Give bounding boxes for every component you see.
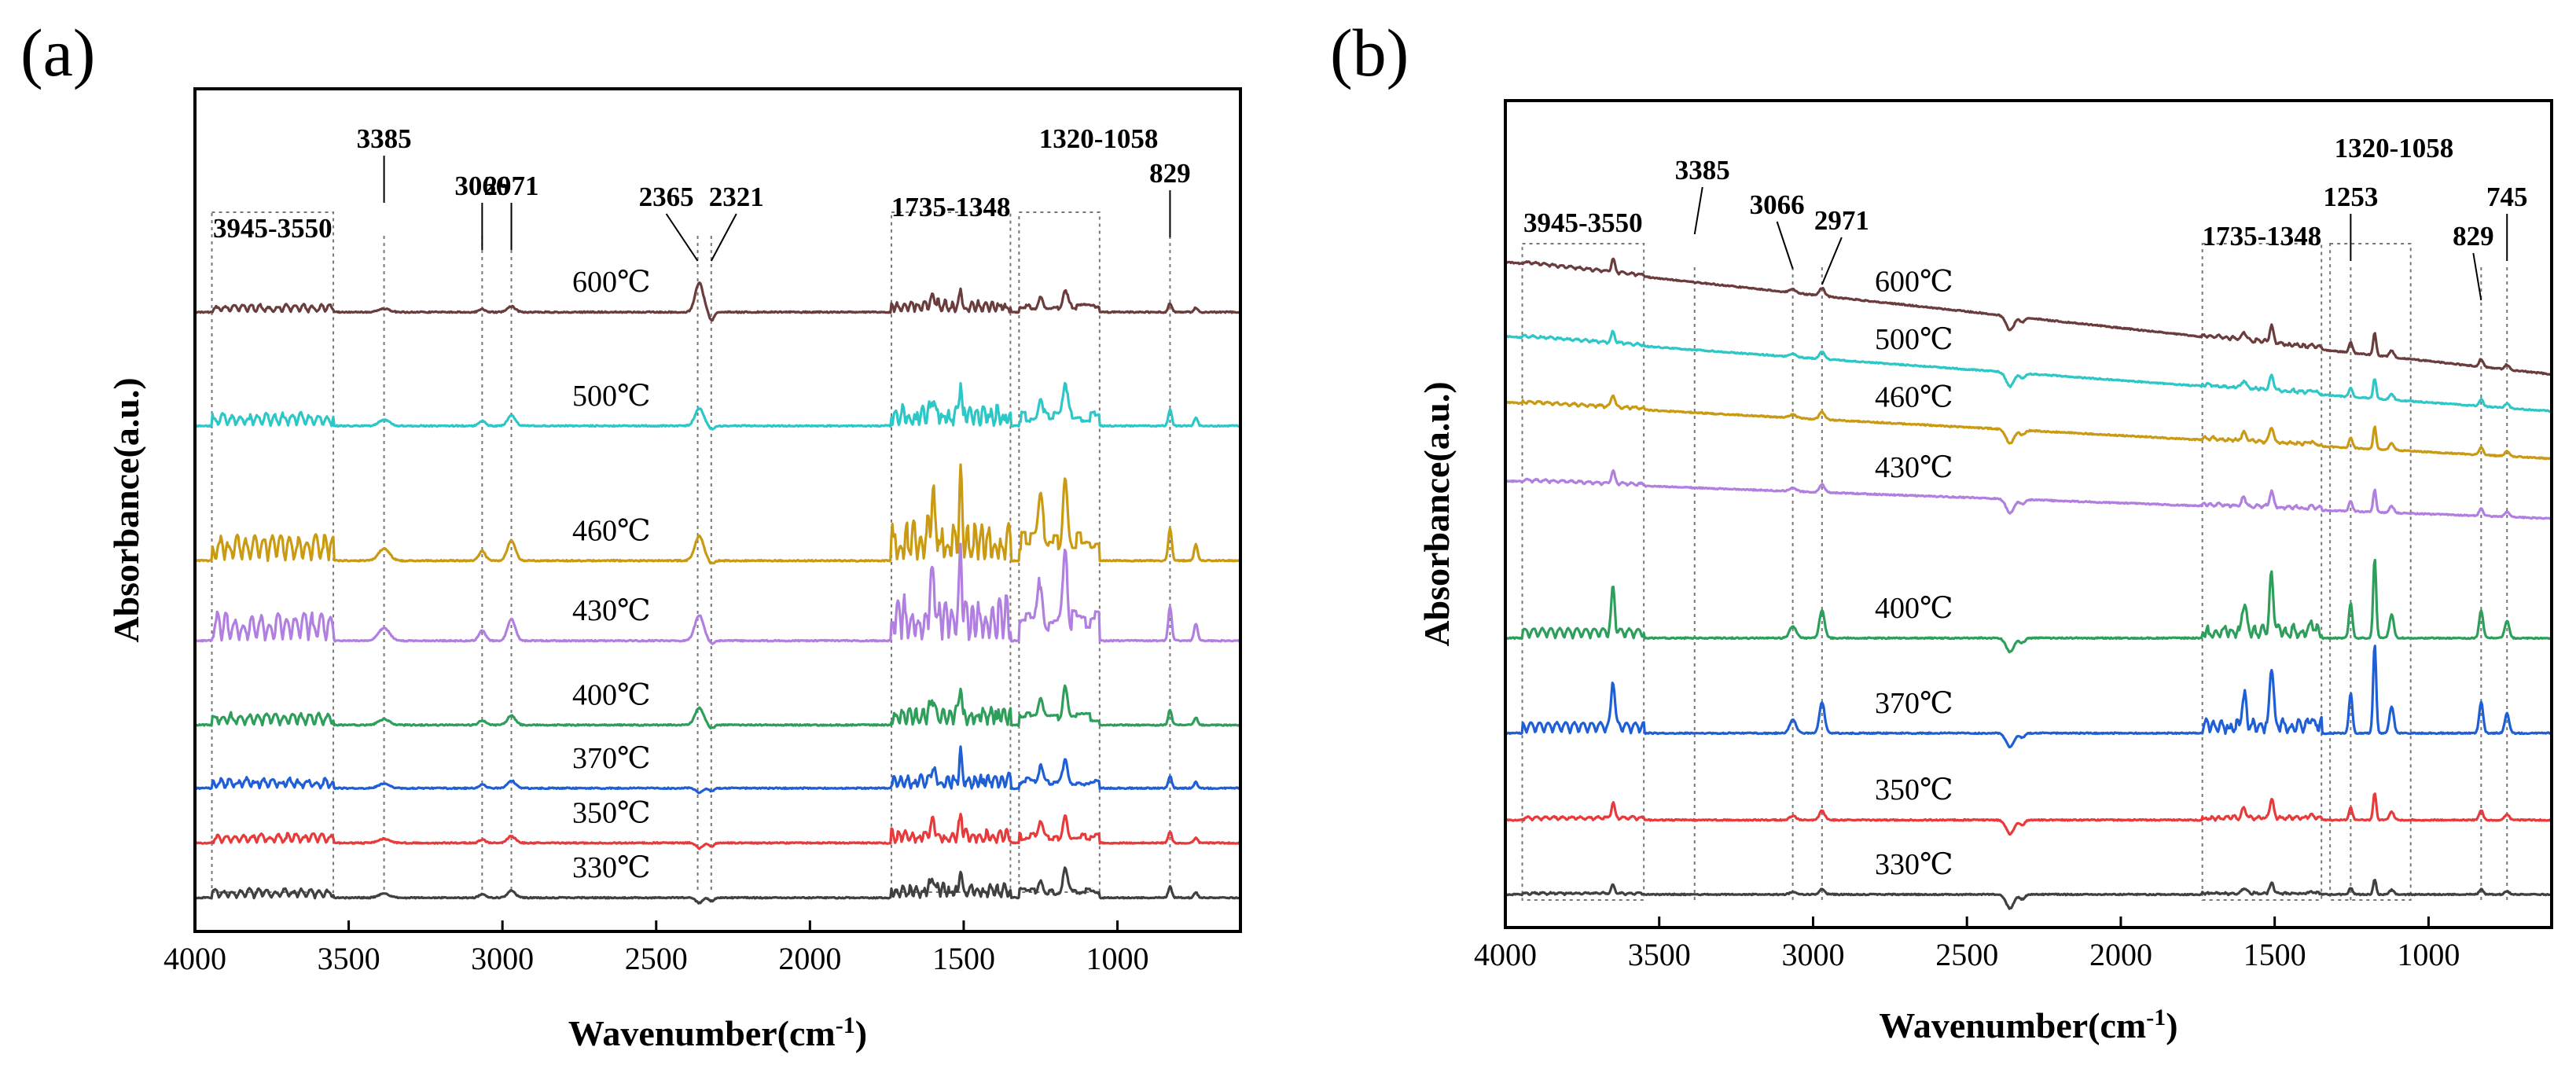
series-label: 370℃	[1875, 687, 1953, 720]
annotation-band	[2329, 243, 2412, 901]
annotation-band	[2201, 243, 2323, 901]
series-line-350℃	[1505, 792, 2552, 836]
series-line-330℃	[194, 866, 1241, 905]
x-axis-title-close: )	[855, 1013, 867, 1053]
series-line-330℃	[1505, 878, 2552, 910]
annotation-arrow	[2472, 252, 2482, 301]
panel-b-chart: (b) 330℃ 350℃ 370℃ 400℃ 430℃ 460℃ 500℃ 600℃ 3945-…	[1330, 15, 2553, 1046]
annotation-label: 1320-1058	[1039, 123, 1159, 154]
x-axis-title: Wavenumber(cm-1)	[568, 1012, 867, 1054]
series-label: 600℃	[1875, 265, 1953, 298]
series-label: 370℃	[572, 742, 651, 775]
panel-a-chart: (a) 330℃ 350℃ 370℃ 400℃ 430℃ 460℃ 500℃ 600℃ 3945-…	[20, 15, 1242, 1054]
y-axis-title: Absorbance(a.u.)	[106, 377, 146, 642]
series-line-600℃	[194, 281, 1241, 322]
x-tick-label: 4000	[1474, 937, 1537, 972]
series-label: 430℃	[1875, 451, 1953, 484]
x-tick-label: 2000	[778, 941, 841, 976]
x-tick-label: 1500	[932, 941, 995, 976]
plot-frame	[1504, 99, 2553, 929]
series-line-430℃	[194, 542, 1241, 645]
panel-label: (b)	[1330, 15, 1409, 90]
series-line-460℃	[1504, 394, 2552, 461]
annotation-arrow	[665, 213, 699, 262]
annotation-label: 745	[2486, 182, 2528, 212]
series-label: 430℃	[572, 594, 651, 627]
x-tick-label: 3000	[471, 941, 534, 976]
series-line-430℃	[1505, 468, 2552, 520]
series-line-500℃	[193, 381, 1241, 431]
annotation-label: 3066	[454, 171, 509, 201]
x-tick-label: 3500	[1628, 937, 1691, 972]
x-tick-label: 2500	[1935, 937, 1998, 972]
x-axis-title-base: Wavenumber(cm	[1879, 1005, 2146, 1045]
x-tick-label: 2500	[625, 941, 688, 976]
series-line-600℃	[1505, 257, 2552, 377]
series-label: 600℃	[572, 266, 651, 299]
series-label: 400℃	[572, 678, 651, 711]
series-label: 500℃	[572, 380, 651, 413]
series-line-400℃	[1505, 558, 2552, 654]
annotation-label: 2365	[639, 182, 694, 212]
annotation-band	[211, 211, 335, 893]
x-tick-label: 3500	[318, 941, 380, 976]
series-label: 400℃	[1875, 592, 1953, 625]
series-line-400℃	[194, 684, 1241, 730]
x-axis-title-base: Wavenumber(cm	[568, 1013, 836, 1053]
annotation-label: 1320-1058	[2335, 133, 2454, 163]
annotation-band	[1018, 211, 1101, 893]
x-axis-title-close: )	[2166, 1005, 2177, 1045]
annotation-arrow	[1693, 186, 1703, 235]
x-tick-label: 1000	[1086, 941, 1149, 976]
plot-frame	[193, 87, 1242, 933]
annotation-label: 1735-1348	[2203, 221, 2322, 252]
x-tick-label: 1000	[2397, 937, 2460, 972]
series-line-500℃	[1504, 329, 2552, 413]
x-tick-label: 4000	[164, 941, 226, 976]
series-label: 460℃	[1875, 381, 1953, 414]
annotation-label: 3945-3550	[213, 213, 333, 244]
series-label: 460℃	[572, 514, 651, 547]
series-label: 350℃	[572, 796, 651, 829]
annotation-label: 3066	[1750, 189, 1805, 220]
x-axis-title-superscript: -1	[2146, 1005, 2166, 1030]
panel-label: (a)	[20, 15, 95, 90]
annotation-label: 2321	[709, 182, 764, 212]
y-axis-title: Absorbance(a.u.)	[1417, 381, 1457, 646]
annotation-label: 1253	[2323, 182, 2378, 212]
series-line-370℃	[194, 745, 1241, 795]
annotation-label: 3385	[1675, 155, 1730, 186]
x-tick-label: 3000	[1781, 937, 1844, 972]
x-axis-title-superscript: -1	[836, 1012, 855, 1038]
annotation-label: 2971	[1814, 205, 1869, 236]
x-axis-title: Wavenumber(cm-1)	[1879, 1005, 2177, 1046]
annotation-label: 3945-3550	[1523, 208, 1643, 238]
x-tick-label: 1500	[2243, 937, 2306, 972]
annotation-label: 829	[2453, 221, 2494, 252]
series-line-460℃	[193, 463, 1241, 565]
annotation-label: 3385	[357, 123, 412, 154]
annotation-arrow	[710, 213, 737, 262]
annotation-label: 1735-1348	[891, 192, 1011, 222]
annotation-label: 2971	[484, 171, 539, 201]
series-label: 500℃	[1875, 323, 1953, 356]
series-line-370℃	[1505, 645, 2552, 749]
series-label: 350℃	[1875, 773, 1953, 806]
series-line-350℃	[194, 812, 1241, 850]
series-label: 330℃	[1875, 848, 1953, 881]
x-tick-label: 2000	[2089, 937, 2152, 972]
annotation-arrow	[1821, 237, 1843, 285]
annotation-label: 829	[1149, 158, 1191, 189]
series-label: 330℃	[572, 851, 651, 884]
annotation-arrow	[1776, 221, 1794, 270]
